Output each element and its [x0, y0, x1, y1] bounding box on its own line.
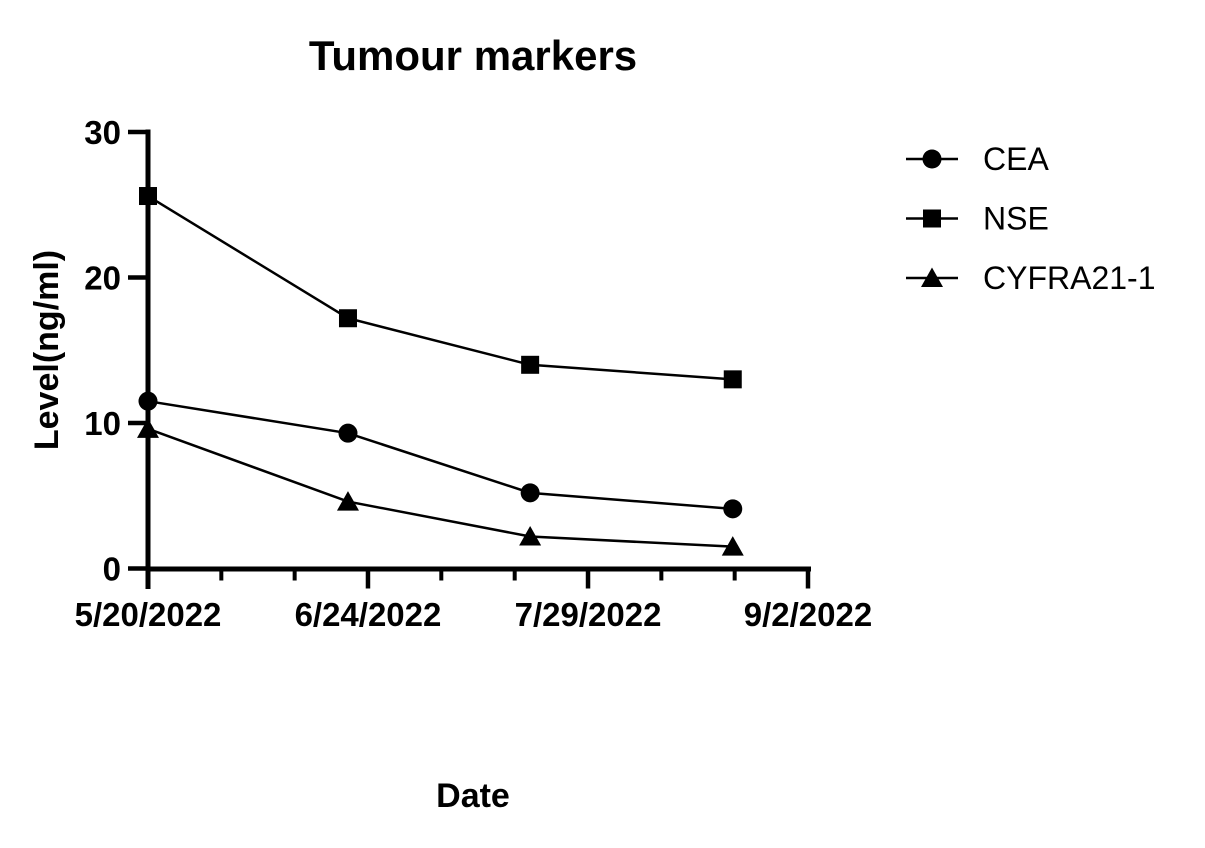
triangle-marker [721, 536, 744, 556]
x-tick-label: 7/29/2022 [515, 596, 662, 633]
legend-label: CYFRA21-1 [983, 260, 1156, 296]
legend-square-icon [923, 209, 941, 228]
circle-marker [520, 483, 540, 503]
legend: CEA NSE CYFRA21-1 [906, 141, 1156, 296]
y-tick-label: 30 [84, 114, 121, 151]
legend-triangle-icon [921, 267, 943, 287]
circle-marker [138, 391, 158, 411]
square-marker [139, 187, 157, 206]
square-marker [521, 355, 540, 374]
legend-item-cea: CEA [906, 141, 1049, 177]
y-tick-label: 0 [103, 551, 121, 588]
series-cea [138, 391, 743, 519]
y-tick-label: 10 [84, 405, 121, 442]
triangle-marker [519, 525, 542, 546]
legend-item-cyfra21-1: CYFRA21-1 [906, 260, 1156, 296]
triangle-marker [137, 418, 159, 438]
x-tick-label: 6/24/2022 [295, 596, 442, 633]
series-nse [139, 187, 742, 389]
series-line-nse [147, 194, 733, 381]
chart-title: Tumour markers [309, 32, 637, 79]
legend-circle-icon [922, 149, 942, 169]
y-tick-label: 20 [84, 260, 121, 297]
x-tick-label: 9/2/2022 [744, 596, 872, 633]
series-line-cyfra21-1 [147, 427, 733, 548]
square-marker [723, 370, 742, 389]
legend-item-nse: NSE [906, 201, 1049, 237]
y-axis-title: Level(ng/ml) [28, 250, 66, 450]
circle-marker [723, 499, 743, 519]
series-layer [137, 187, 744, 556]
square-marker [338, 309, 357, 328]
legend-label: CEA [983, 141, 1049, 177]
triangle-marker [336, 491, 359, 511]
series-cyfra21-1 [137, 418, 744, 556]
x-tick-label: 5/20/2022 [75, 596, 222, 633]
axes-layer: 0 10 20 30 5/20/2022 6/24/2022 7/29/2022 9/2/20… [75, 114, 873, 633]
series-line-cea [147, 399, 733, 511]
circle-marker [338, 423, 358, 443]
x-axis-title: Date [436, 777, 510, 815]
legend-label: NSE [983, 201, 1049, 237]
